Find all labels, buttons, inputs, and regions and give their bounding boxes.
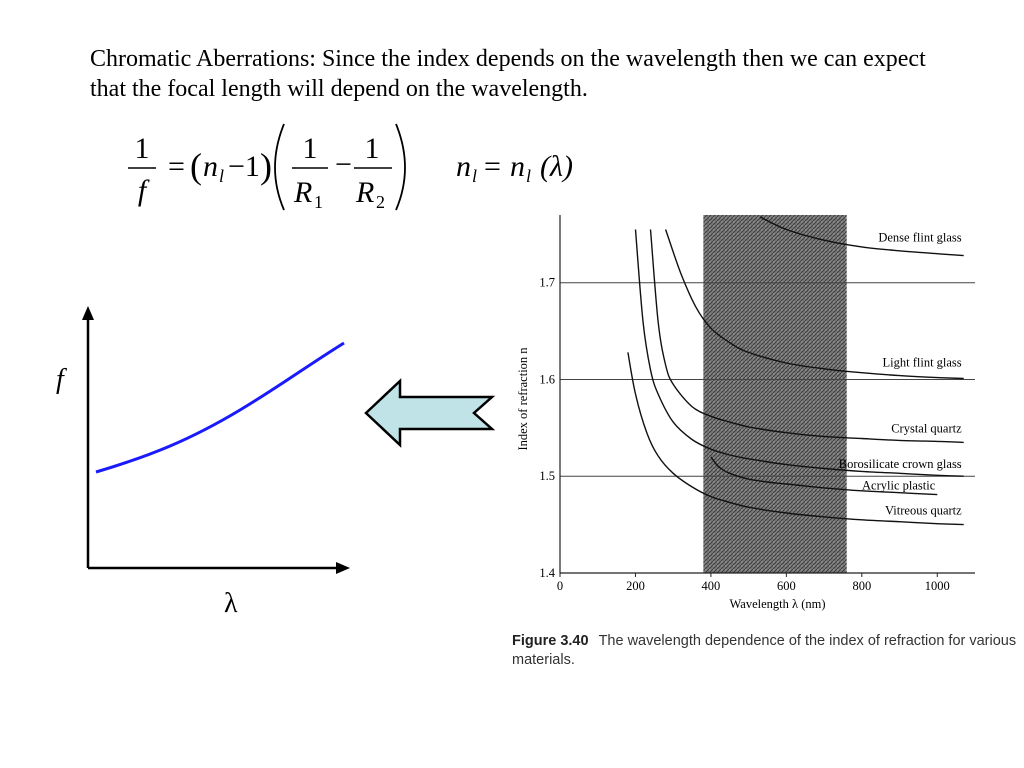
formula-n-sub: l xyxy=(526,166,531,186)
sketch-y-arrowhead xyxy=(82,306,94,320)
formula-paren: ( xyxy=(190,146,202,186)
x-axis-label: Wavelength λ (nm) xyxy=(730,597,826,611)
x-tick-label: 200 xyxy=(626,579,645,593)
formula-n-sub: l xyxy=(219,166,224,186)
formula-n: n xyxy=(510,150,525,183)
refraction-index-chart: 1.4 1.5 1.6 1.7 0 200 400 600 800 1000 Wavelength … xyxy=(516,215,975,611)
series-label: Vitreous quartz xyxy=(885,504,962,518)
series-line xyxy=(759,216,964,257)
formula-f: f xyxy=(138,174,150,207)
series-label: Dense flint glass xyxy=(878,231,961,245)
sketch-y-label: f xyxy=(56,364,67,395)
slide-text: Chromatic Aberrations: Since the index d… xyxy=(90,46,926,102)
x-tick-label: 1000 xyxy=(925,579,950,593)
y-tick-label: 1.7 xyxy=(539,276,555,290)
focal-length-sketch: f λ xyxy=(56,306,350,619)
series-label: Light flint glass xyxy=(883,356,962,370)
x-tick-label: 0 xyxy=(557,579,563,593)
series-line xyxy=(649,229,964,444)
series-label: Acrylic plastic xyxy=(862,479,936,493)
formula-numerator-one: 1 xyxy=(303,132,318,165)
formula-R2-sub: 2 xyxy=(376,192,385,212)
sketch-x-arrowhead xyxy=(336,562,350,574)
x-tick-label: 400 xyxy=(702,579,721,593)
series-line xyxy=(634,229,964,477)
series-line xyxy=(627,352,964,526)
formula-minus: − xyxy=(335,148,352,181)
formula-numerator-one: 1 xyxy=(365,132,380,165)
formula-R1: R xyxy=(293,176,312,209)
figure-caption-text: The wavelength dependence of the index o… xyxy=(512,633,1017,668)
figure-caption: Figure 3.40 The wavelength dependence of … xyxy=(512,632,1017,670)
series-label: Borosilicate crown glass xyxy=(839,457,962,471)
formula-equals: = xyxy=(484,150,501,183)
formula-minus-one: −1 xyxy=(228,150,260,183)
formula-n-sub: l xyxy=(472,166,477,186)
formula-n: n xyxy=(203,150,218,183)
formula-equals: = xyxy=(168,150,185,183)
formula-R1-sub: 1 xyxy=(314,192,323,212)
formula-big-paren-right xyxy=(395,123,406,211)
figure-label: Figure 3.40 xyxy=(512,633,589,649)
formula-big-paren-left xyxy=(274,123,285,211)
lensmaker-formula: 1 f = ( n l −1 ) 1 R 1 − 1 R 2 n l = n l… xyxy=(128,123,573,212)
formula-n: n xyxy=(456,150,471,183)
series-label: Crystal quartz xyxy=(891,421,962,435)
sketch-x-label: λ xyxy=(224,588,238,619)
left-arrow-icon xyxy=(364,378,496,448)
formula-lambda: (λ) xyxy=(540,150,573,183)
series-line xyxy=(664,229,964,380)
x-tick-label: 600 xyxy=(777,579,796,593)
visible-spectrum-band xyxy=(703,215,847,573)
y-tick-label: 1.6 xyxy=(539,372,555,386)
y-tick-label: 1.4 xyxy=(539,566,555,580)
sketch-curve xyxy=(95,341,345,474)
y-tick-label: 1.5 xyxy=(539,469,555,483)
formula-R2: R xyxy=(355,176,374,209)
formula-numerator-one: 1 xyxy=(135,132,150,165)
y-axis-label: Index of refraction n xyxy=(516,347,530,451)
x-tick-label: 800 xyxy=(852,579,871,593)
formula-paren: ) xyxy=(260,146,272,186)
series-line xyxy=(710,456,938,496)
